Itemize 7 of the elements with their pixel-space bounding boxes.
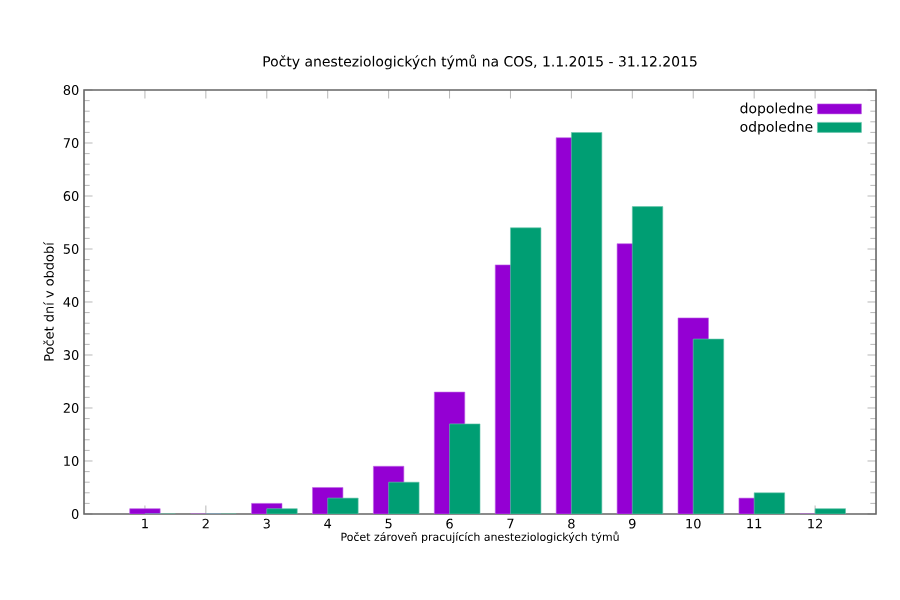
bar — [510, 227, 542, 514]
bar — [388, 481, 420, 514]
bar — [754, 492, 785, 514]
bar — [449, 423, 481, 514]
bar — [571, 132, 603, 514]
bar — [632, 206, 664, 514]
bar — [692, 338, 725, 514]
